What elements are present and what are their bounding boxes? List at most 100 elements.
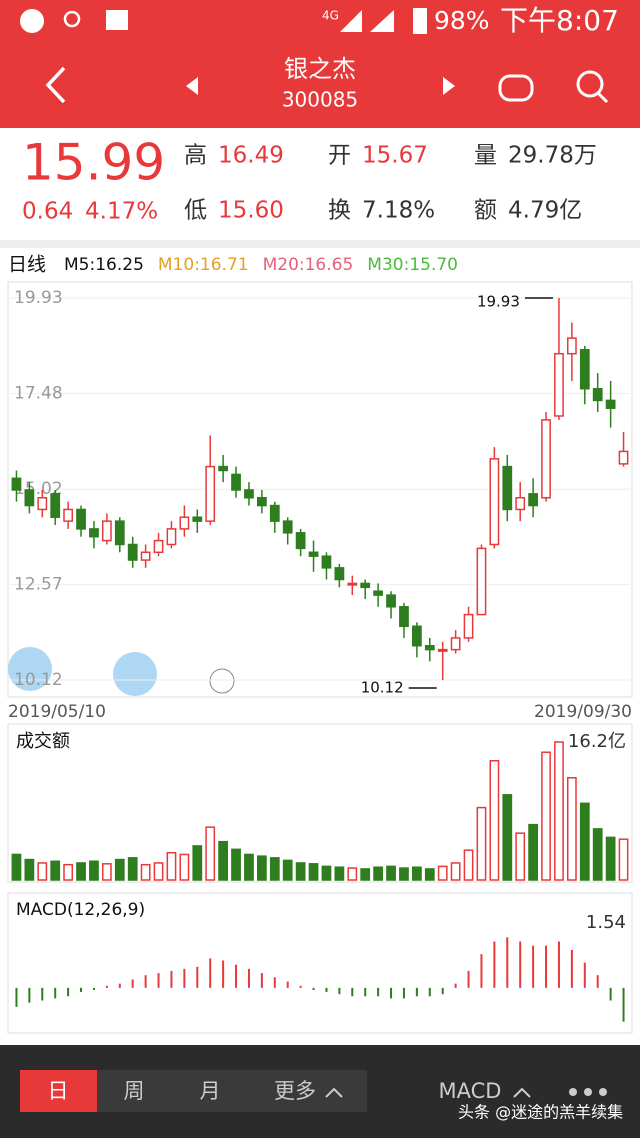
y-tick-label: 19.93 [14,288,63,308]
candle-body [153,539,164,554]
candle-body [205,465,216,522]
volume-bar [463,849,474,881]
chevron [513,1087,531,1098]
robot-button[interactable] [498,74,534,102]
tab[interactable]: 更多 [274,1079,316,1103]
candle-body [256,497,267,507]
candle-body [347,582,358,586]
annotation: 10.12 [361,679,404,697]
chart-title: 日线 [8,254,46,276]
candle-body [579,349,590,390]
macd-bar [622,987,625,1022]
candle-body [50,493,61,518]
label: 量 [474,143,497,169]
chevron [325,1087,343,1098]
volume-bar [205,826,216,881]
macd-bar [196,966,199,988]
volume-bar [101,863,112,881]
macd-bar [506,937,509,988]
macd-bar [402,987,405,999]
candle-body [166,528,177,546]
macd-bar [454,983,457,988]
volume-bar [476,806,487,881]
volume-bar [515,832,526,881]
candle-body [450,637,461,651]
time: 下午8:07 [500,4,619,37]
candle-body [437,648,448,652]
candle-body [269,504,280,522]
volume-bar [166,851,177,881]
tab[interactable]: 日 [48,1079,69,1103]
volume-bar [140,863,151,881]
macd-frame [7,892,633,1034]
macd-bar [222,960,225,988]
volume-bar [114,858,125,881]
candle-body [592,387,603,402]
macd-bar [54,987,57,999]
macd-bar [390,987,393,999]
candle-body [295,532,306,550]
macd-bar [170,971,173,988]
battery-icon [413,8,427,34]
macd-bar [28,987,31,1003]
candle-body [101,520,112,542]
more-dots[interactable] [569,1088,607,1096]
separator [0,240,640,248]
tab[interactable]: 月 [200,1079,221,1103]
volume-bar [256,855,267,881]
macd-bar [545,945,548,988]
candle-body [114,520,125,546]
candle-body [515,497,526,511]
back-button[interactable] [45,66,66,104]
macd-bar [377,987,380,997]
macd-bar [92,987,95,990]
image-icon [106,10,128,30]
macd-bar [15,987,18,1007]
macd-bar [286,981,289,988]
volume-bar [373,866,384,881]
volume-bar [76,862,86,881]
volume-bar [618,838,629,881]
candle-body [192,516,203,522]
volume-bar [11,853,22,881]
search-icon [63,10,81,28]
search-button[interactable] [576,70,604,98]
macd-bar [467,971,470,988]
macd-bar [557,941,560,988]
next-button[interactable] [443,77,455,95]
macd-bar [532,945,535,988]
prev-button[interactable] [186,77,198,95]
macd-bar [312,987,315,990]
candle-body [76,508,86,530]
macd-bar [144,975,147,988]
candle-body [127,543,138,561]
volume-bar [37,862,48,881]
volume-bar [308,863,319,881]
y-tick-label: 10.12 [14,670,63,690]
annotation: 19.93 [477,293,520,311]
stock-code: 300085 [282,88,358,112]
volume-bar [528,823,539,881]
tab-active[interactable] [20,1070,97,1112]
label: 低 [184,198,207,224]
macd-bar [351,987,354,997]
volume-bar [321,865,332,881]
macd-bar [441,987,444,995]
tab[interactable]: 周 [124,1079,145,1103]
macd-bar [519,941,522,988]
macd-bar [480,954,483,988]
macd-bar [273,977,276,988]
fullscreen-button[interactable] [113,652,157,696]
candle-body [140,551,151,561]
macd-bar [235,964,238,988]
volume-bar [411,866,422,881]
candle-body [334,567,345,581]
candle-body [399,606,409,628]
indicator-button[interactable]: MACD [439,1079,502,1103]
macd-bar [67,987,70,997]
q-icon[interactable] [209,668,235,694]
candle-body [218,465,229,472]
candle-body [463,613,474,639]
volume-bar [153,862,164,881]
